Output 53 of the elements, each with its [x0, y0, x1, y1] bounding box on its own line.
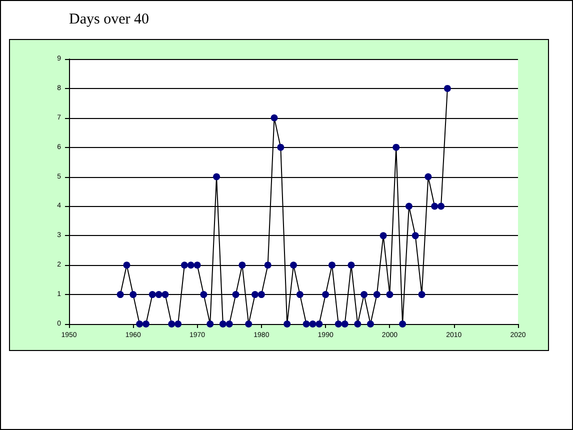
point — [258, 291, 265, 298]
point — [380, 232, 387, 240]
point — [354, 320, 362, 328]
point — [194, 262, 201, 269]
point — [232, 291, 240, 298]
point — [168, 320, 176, 328]
point — [366, 320, 374, 328]
point — [328, 262, 336, 269]
point — [200, 291, 208, 298]
point — [180, 262, 188, 269]
point — [277, 144, 284, 151]
point — [245, 320, 252, 328]
point — [264, 262, 272, 269]
point — [424, 173, 432, 180]
point — [309, 320, 316, 328]
point — [226, 320, 233, 328]
point — [431, 202, 438, 210]
point — [444, 84, 451, 92]
point — [238, 262, 246, 269]
point — [360, 291, 368, 298]
point — [284, 320, 291, 328]
point — [213, 173, 220, 180]
point — [290, 262, 297, 269]
point — [405, 202, 412, 210]
point — [392, 144, 400, 151]
point — [373, 291, 380, 298]
point — [148, 291, 156, 298]
point — [155, 291, 162, 298]
point — [136, 320, 144, 328]
point — [412, 232, 419, 240]
point — [219, 320, 226, 328]
point — [142, 320, 150, 328]
point — [187, 262, 194, 269]
point — [302, 320, 310, 328]
point — [438, 202, 445, 210]
chart-title: Days over 40 — [69, 12, 149, 28]
point — [341, 320, 348, 328]
point — [162, 291, 169, 298]
point — [206, 320, 214, 328]
point — [116, 291, 124, 298]
point — [418, 291, 426, 298]
point — [334, 320, 342, 328]
point — [252, 291, 259, 298]
point — [130, 291, 137, 298]
point — [123, 262, 130, 269]
point — [386, 291, 394, 298]
point — [399, 320, 406, 328]
point — [322, 291, 330, 298]
point — [270, 114, 278, 122]
point — [174, 320, 182, 328]
point — [316, 320, 323, 328]
point — [296, 291, 304, 298]
point — [348, 262, 355, 269]
